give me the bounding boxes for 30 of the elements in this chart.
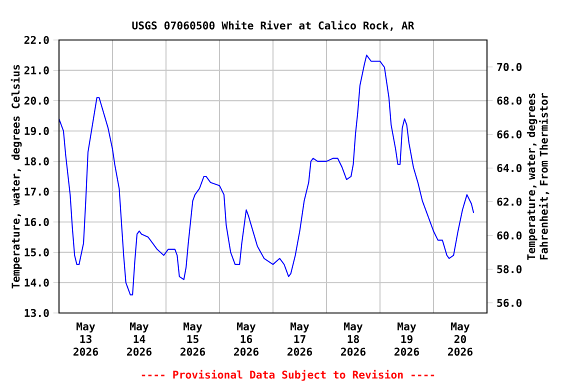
y-axis-title: Temperature, water, degrees Celsius [10, 64, 22, 288]
x-tick-label: May 18 2026 [341, 322, 366, 356]
text: ---- Provisional Data Subject to Revision ---- [142, 370, 434, 381]
y2-tick-label: 62.0 [497, 198, 522, 206]
y2-tick-label: 66.0 [497, 130, 522, 138]
y-tick-label: 15.0 [24, 248, 49, 256]
x-tick-label: May 15 2026 [180, 322, 206, 356]
x-tick-label: May 20 2026 [448, 322, 472, 356]
x-tick-label: May 16 2026 [234, 322, 259, 356]
x-tick-label: May 19 2026 [394, 322, 419, 356]
y-tick-label: 19.0 [24, 126, 49, 136]
y-tick-label: 22.0 [24, 36, 49, 44]
y2-tick-label: 60.0 [497, 231, 522, 240]
y2-tick-label: 64.0 [497, 164, 522, 172]
y-tick-label: 13.0 [24, 308, 49, 318]
y-tick-label: 21.0 [24, 66, 49, 74]
y2-axis-title: Temperature, water, degrees Fahrenheit, From Thermistor [526, 93, 550, 260]
y-tick-label: 18.0 [24, 157, 49, 166]
x-tick-label: May 14 2026 [127, 322, 152, 356]
y2-tick-label: 58.0 [497, 265, 522, 274]
x-tick-label: May 13 2026 [74, 322, 98, 356]
y-tick-label: 20.0 [24, 96, 49, 105]
y-tick-label: 16.0 [24, 218, 49, 226]
y2-tick-label: 70.0 [497, 62, 522, 71]
x-tick-label: May 17 2026 [288, 322, 312, 356]
y2-tick-label: 68.0 [497, 96, 522, 105]
chart-title: USGS 07060500 White River at Calico Rock, AR [132, 20, 414, 31]
y2-tick-label: 56.0 [497, 298, 522, 307]
y-tick-label: 17.0 [24, 188, 49, 196]
y-tick-label: 14.0 [24, 278, 49, 287]
